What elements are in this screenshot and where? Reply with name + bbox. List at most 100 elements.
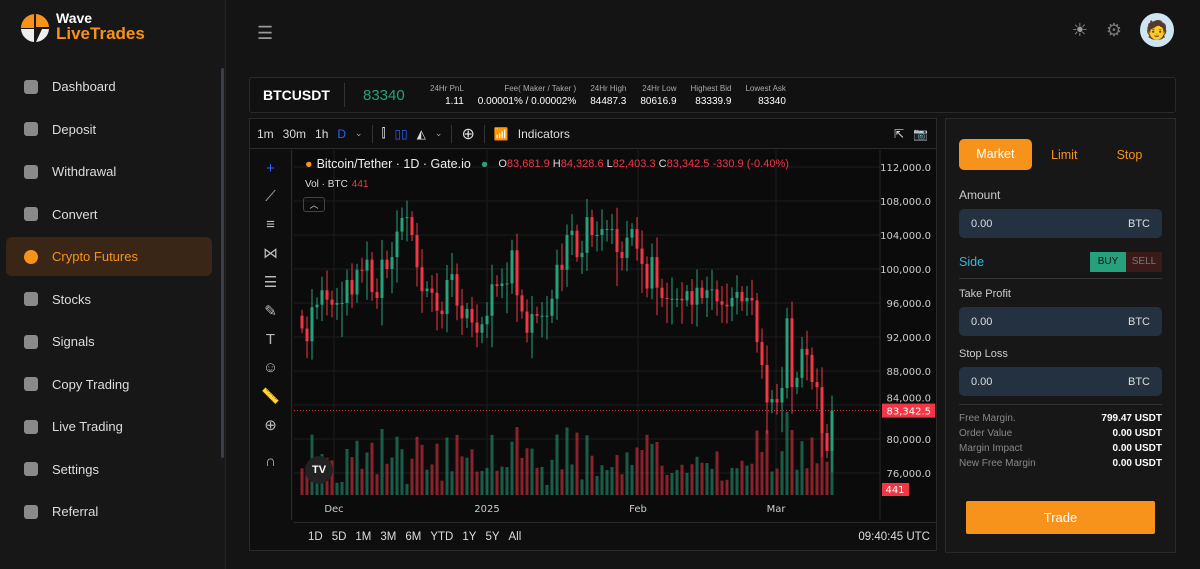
tradingview-logo[interactable]: TV	[305, 456, 333, 484]
candle-body	[465, 308, 469, 319]
summary-row: Margin Impact 0.00 USDT	[959, 441, 1162, 456]
menu-icon[interactable]: ☰	[257, 23, 274, 43]
candle-body	[815, 382, 819, 388]
stop-loss-input[interactable]: 0.00 BTC	[959, 367, 1162, 396]
pattern-icon[interactable]: ⋈	[263, 245, 278, 262]
range-1Y[interactable]: 1Y	[462, 530, 477, 543]
collapse-legend-button[interactable]: ︿	[303, 197, 325, 212]
candle-body	[730, 297, 734, 307]
candle-body	[655, 257, 659, 288]
fib-icon[interactable]: ☰	[263, 274, 278, 291]
sidebar-item-convert[interactable]: Convert	[6, 195, 212, 234]
sidebar-item-copy-trading[interactable]: Copy Trading	[6, 365, 212, 404]
candlestick-chart[interactable]: 112,000.0 108,000.0 104,000.0 100,000.0 96,0…	[294, 150, 936, 520]
area-chart-icon[interactable]: ◭	[416, 126, 426, 141]
volume-bar	[610, 467, 614, 495]
volume-bar	[390, 457, 394, 495]
camera-icon[interactable]: 📷	[913, 126, 928, 141]
settings-icon[interactable]: ⚙	[1105, 19, 1122, 40]
volume-bar	[810, 437, 814, 495]
trend-line-icon[interactable]: ⟋	[265, 188, 276, 205]
candle-body	[455, 274, 459, 306]
buy-button[interactable]: BUY	[1090, 252, 1126, 272]
sidebar-item-deposit[interactable]: Deposit	[6, 110, 212, 149]
volume-bar	[730, 467, 734, 495]
volume-legend: Vol · BTC 441	[305, 179, 369, 190]
ohlc-values: O83,681.9 H84,328.6 L82,403.3 C83,342.5 …	[498, 158, 789, 170]
sidebar-item-stocks[interactable]: Stocks	[6, 280, 212, 319]
interval-1m[interactable]: 1m	[257, 126, 274, 141]
volume-bar	[350, 457, 354, 495]
order-tab-limit[interactable]: Limit	[1051, 147, 1078, 162]
interval-D[interactable]: D	[337, 126, 347, 141]
indicators-button[interactable]: Indicators	[517, 126, 570, 141]
chart-toolbar: 1m 30m 1h D ⌄ ⫿ ▯▯ ◭ ⌄ ⊕ 📶 Indicators ⇱ 📷	[250, 119, 936, 149]
nav-icon	[24, 122, 38, 136]
brush-icon[interactable]: ✎	[264, 303, 277, 320]
sidebar-item-dashboard[interactable]: Dashboard	[6, 67, 212, 106]
interval-30m[interactable]: 30m	[282, 126, 307, 141]
theme-toggle-icon[interactable]: ☀	[1071, 19, 1088, 40]
sidebar-item-label: Convert	[52, 206, 98, 222]
summary-value: 799.47 USDT	[1101, 413, 1162, 424]
volume-bar	[455, 434, 459, 495]
sidebar-item-withdrawal[interactable]: Withdrawal	[6, 152, 212, 191]
text-icon[interactable]: T	[265, 331, 276, 348]
trade-button[interactable]: Trade	[966, 501, 1155, 534]
chevron-down-icon[interactable]: ⌄	[434, 128, 443, 138]
interval-1h[interactable]: 1h	[315, 126, 329, 141]
range-6M[interactable]: 6M	[405, 530, 422, 543]
stat-value: 83339.9	[695, 95, 732, 107]
zoom-in-icon[interactable]: ⊕	[264, 417, 277, 434]
emoji-icon[interactable]: ☺	[262, 359, 279, 376]
candles-icon[interactable]: ▯▯	[394, 126, 408, 141]
sidebar-item-signals[interactable]: Signals	[6, 322, 212, 361]
sidebar-item-live-trading[interactable]: Live Trading	[6, 407, 212, 446]
take-profit-input[interactable]: 0.00 BTC	[959, 307, 1162, 336]
sidebar-item-crypto-futures[interactable]: Crypto Futures	[6, 237, 212, 276]
horizontal-lines-icon[interactable]: ≡	[266, 216, 275, 233]
range-1D[interactable]: 1D	[308, 530, 323, 543]
sidebar-item-referral[interactable]: Referral	[6, 492, 212, 531]
magnet-icon[interactable]: ∩	[265, 453, 276, 470]
volume-bar	[335, 482, 339, 495]
ticker-symbol[interactable]: BTCUSDT	[250, 83, 345, 107]
candle-body	[345, 280, 349, 303]
volume-bar	[490, 434, 494, 495]
range-5Y[interactable]: 5Y	[485, 530, 500, 543]
range-5D[interactable]: 5D	[331, 530, 347, 543]
range-1M[interactable]: 1M	[355, 530, 372, 543]
logo[interactable]: Wave LiveTrades	[20, 11, 145, 43]
range-All[interactable]: All	[508, 530, 522, 543]
add-indicator-icon[interactable]: ⊕	[461, 125, 475, 143]
volume-bar	[515, 427, 519, 495]
range-YTD[interactable]: YTD	[430, 530, 454, 543]
range-3M[interactable]: 3M	[380, 530, 397, 543]
candle-body	[450, 274, 454, 281]
candle-body	[480, 324, 484, 333]
chevron-down-icon[interactable]: ⌄	[355, 128, 363, 138]
sell-button[interactable]: SELL	[1126, 252, 1162, 272]
volume-bar	[360, 468, 364, 495]
volume-bar	[625, 452, 629, 495]
ruler-icon[interactable]: 📏	[261, 388, 280, 405]
bars-icon[interactable]: ⫿	[381, 126, 386, 140]
order-tab-market[interactable]: Market	[959, 139, 1032, 170]
stat-value: 0.00001% / 0.00002%	[477, 95, 577, 107]
sidebar-item-label: Withdrawal	[52, 164, 117, 179]
candle-body	[305, 328, 309, 342]
amount-input[interactable]: 0.00 BTC	[959, 209, 1162, 238]
crosshair-icon[interactable]: +	[266, 160, 275, 177]
sidebar-item-settings[interactable]: Settings	[6, 450, 212, 489]
sidebar-scrollbar[interactable]	[221, 68, 224, 458]
order-tab-stop[interactable]: Stop	[1116, 147, 1143, 162]
avatar[interactable]: 🧑	[1140, 13, 1174, 47]
fullscreen-icon[interactable]: ⇱	[893, 126, 905, 141]
sidebar-item-label: Referral	[52, 504, 99, 519]
candle-body	[795, 377, 799, 388]
candle-body	[805, 348, 809, 355]
candle-body	[710, 289, 714, 291]
take-profit-label: Take Profit	[959, 288, 1011, 300]
candle-body	[670, 298, 674, 300]
volume-bar	[800, 441, 804, 495]
